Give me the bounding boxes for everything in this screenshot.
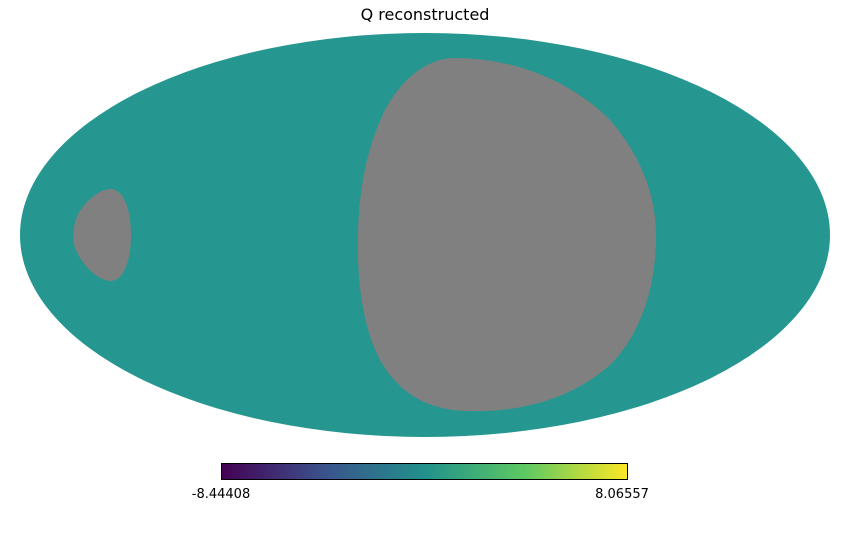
map-title: Q reconstructed <box>360 5 490 24</box>
masked-region-large <box>357 58 657 412</box>
masked-region-small <box>73 188 131 281</box>
colorbar <box>221 463 628 480</box>
colorbar-max-label: 8.06557 <box>595 487 649 502</box>
colorbar-min-label: -8.44408 <box>191 487 251 502</box>
